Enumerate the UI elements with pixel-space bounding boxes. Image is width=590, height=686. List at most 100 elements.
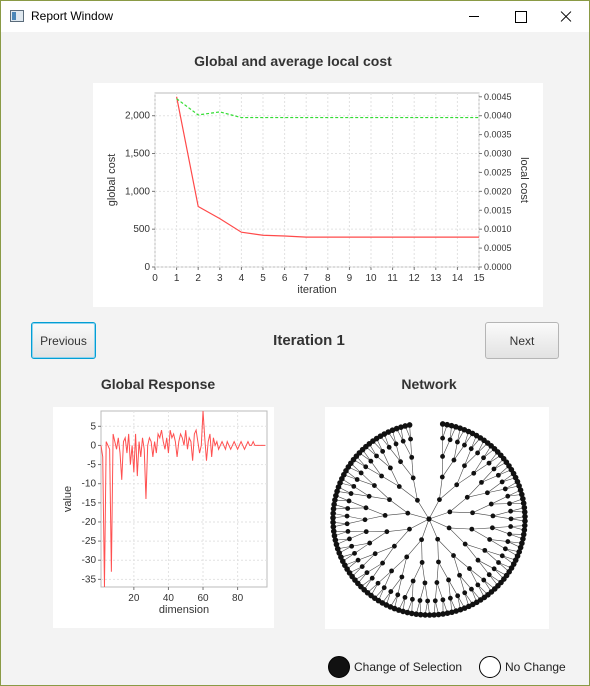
network-edge — [371, 562, 383, 579]
network-edge — [412, 477, 418, 501]
network-edge — [428, 499, 440, 520]
network-node — [462, 442, 467, 448]
network-node — [359, 564, 365, 569]
network-edge — [400, 461, 414, 479]
network-node — [387, 465, 393, 471]
network-edge — [464, 448, 472, 466]
network-node — [417, 611, 424, 618]
network-edge — [489, 539, 506, 550]
network-node — [431, 612, 437, 618]
network-node — [426, 612, 433, 618]
network-node — [380, 560, 385, 566]
network-node — [393, 425, 400, 432]
network-node — [364, 570, 370, 576]
network-edge — [428, 518, 438, 540]
response-y-tick-label: -25 — [82, 536, 97, 547]
network-node — [521, 527, 528, 533]
network-node — [439, 474, 445, 480]
network-edge — [492, 526, 511, 529]
network-node — [410, 475, 416, 481]
network-node — [358, 470, 364, 476]
cost-y-tick-label: 1,500 — [125, 149, 150, 160]
close-button[interactable] — [543, 1, 589, 32]
cost-x-tick-label: 11 — [387, 273, 398, 284]
response-series-line — [100, 410, 266, 588]
cost-x-tick-label: 6 — [282, 273, 288, 284]
legend-no-change: No Change — [479, 656, 566, 678]
network-node — [399, 574, 405, 580]
network-edge — [492, 527, 510, 535]
network-edge — [390, 576, 403, 592]
network-node — [520, 495, 526, 502]
cost-chart-title: Global and average local cost — [194, 53, 392, 69]
network-node — [490, 513, 496, 519]
network-node — [405, 510, 411, 516]
network-node — [520, 531, 527, 538]
network-edge — [390, 467, 400, 487]
network-graph — [330, 421, 528, 618]
cost-y2-tick-label: 0.0020 — [484, 186, 512, 196]
network-node — [348, 491, 354, 496]
network-node — [484, 490, 490, 496]
network-node — [404, 609, 411, 616]
network-edge — [484, 550, 503, 557]
network-edge — [484, 550, 499, 563]
network-node — [346, 498, 352, 504]
network-node — [505, 539, 511, 544]
network-edge — [354, 542, 370, 554]
network-node — [372, 551, 378, 557]
network-node — [451, 457, 457, 463]
cost-y2-tick-label: 0.0010 — [484, 224, 512, 234]
legend-changed-label: Change of Selection — [354, 660, 463, 674]
network-edge — [453, 442, 458, 461]
cost-x-tick-label: 15 — [473, 273, 485, 284]
maximize-button[interactable] — [497, 1, 543, 32]
cost-x-tick-label: 4 — [239, 273, 245, 284]
network-node — [457, 572, 462, 578]
network-node — [331, 532, 338, 539]
network-edge — [399, 486, 418, 501]
network-node — [502, 486, 508, 492]
network-node — [336, 550, 343, 556]
network-edge — [412, 562, 423, 582]
network-node — [468, 446, 474, 452]
network-node — [508, 516, 514, 522]
network-node — [432, 598, 438, 604]
network-node — [352, 550, 357, 556]
network-edge — [469, 568, 484, 581]
cost-y2-tick-label: 0.0025 — [484, 167, 512, 177]
network-node — [372, 483, 377, 488]
network-node — [332, 537, 339, 543]
response-x-axis-label: dimension — [159, 604, 209, 616]
network-edge — [349, 531, 367, 540]
network-edge — [407, 512, 430, 520]
response-chart-title: Global Response — [100, 376, 216, 392]
cost-x-tick-label: 7 — [303, 273, 309, 284]
network-edge — [473, 462, 490, 474]
network-edge — [385, 512, 408, 516]
minimize-button[interactable] — [451, 1, 497, 32]
network-edge — [410, 439, 413, 458]
cost-x-tick-label: 0 — [152, 273, 158, 284]
network-node — [408, 610, 415, 617]
network-node — [505, 493, 511, 499]
network-node — [520, 500, 527, 506]
network-edge — [351, 542, 370, 547]
next-button[interactable]: Next — [485, 322, 559, 359]
network-node — [475, 582, 481, 588]
network-node — [489, 525, 495, 531]
network-node — [475, 450, 480, 456]
network-edge — [411, 457, 414, 478]
network-edge — [391, 556, 407, 572]
network-node — [351, 483, 357, 489]
network-node — [387, 497, 392, 503]
previous-button[interactable]: Previous — [31, 322, 96, 359]
network-edge — [464, 452, 478, 466]
network-node — [448, 422, 455, 429]
network-edge — [402, 441, 412, 458]
network-edge — [487, 488, 506, 494]
network-edge — [448, 579, 458, 596]
network-edge — [481, 474, 499, 483]
network-node — [330, 524, 337, 530]
